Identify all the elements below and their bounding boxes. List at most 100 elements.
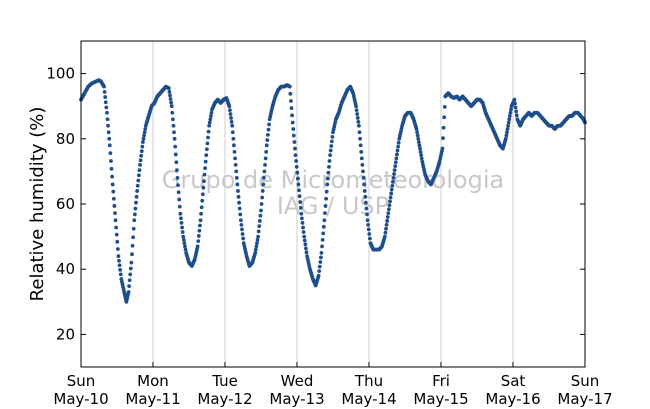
data-point [178,211,183,216]
x-tick-label-day: Sat [501,372,526,390]
data-point-interp [179,221,184,225]
data-point [264,143,269,148]
data-point-interp [383,230,388,235]
data-point-interp [200,198,205,203]
data-point-interp [230,130,235,135]
data-point-interp [103,95,108,99]
data-point [417,143,422,148]
data-point-interp [106,123,110,128]
data-point-interp [356,119,361,124]
data-point-interp [117,263,122,268]
x-tick-label-day: Sun [67,372,96,390]
data-point-interp [237,206,242,211]
data-point-interp [386,207,391,212]
data-point [116,254,121,259]
data-point-interp [363,200,368,205]
data-point-interp [232,143,236,148]
data-point-interp [203,166,208,171]
data-point-interp [118,272,123,277]
data-point-interp [131,235,136,240]
data-point-interp [136,173,141,178]
data-point-interp [327,159,332,163]
data-point [325,182,330,187]
data-point [287,84,292,89]
data-point-interp [143,127,148,131]
data-point-interp [238,212,243,217]
data-point-interp [174,160,179,165]
data-point-interp [386,211,391,216]
data-point [319,251,324,255]
data-point-interp [207,120,212,125]
data-point-interp [180,230,185,234]
data-point [506,120,511,125]
data-point-interp [167,89,172,94]
data-point-interp [206,129,211,134]
data-point [362,189,367,193]
data-point-interp [506,123,510,128]
data-point-interp [138,158,143,163]
data-point [132,218,137,223]
data-point-interp [130,243,135,248]
data-point-interp [364,206,369,211]
y-tick-label: 20 [56,325,75,343]
data-point-interp [396,140,401,145]
data-point [261,176,266,180]
data-point-interp [324,196,328,201]
data-point [175,176,180,180]
data-point-interp [130,252,134,257]
data-point-interp [415,130,419,135]
data-point-interp [253,247,258,252]
data-point-interp [171,123,176,128]
data-point-interp [415,133,420,138]
data-point-interp [392,168,397,173]
data-point [365,218,370,223]
data-point-interp [395,152,399,157]
data-point-interp [361,176,366,180]
data-point-interp [384,222,389,227]
data-point-interp [508,110,513,115]
data-point-interp [323,204,328,208]
data-point-interp [290,113,294,118]
data-point-interp [297,188,301,193]
data-point-interp [233,162,238,167]
data-point-interp [289,106,294,111]
data-point-interp [418,149,423,154]
data-point-interp [139,149,144,154]
data-point-interp [416,140,421,144]
data-point [236,189,240,193]
data-point [233,156,237,161]
x-tick-label-day: Fri [432,372,450,390]
data-point-interp [367,232,372,236]
data-point-interp [266,132,270,137]
data-point [302,234,307,239]
watermark-line-1: Grupo de Micrometeorologia [162,166,504,194]
data-point-interp [202,172,207,177]
data-point-interp [199,211,204,216]
data-point-interp [294,159,299,163]
data-point-interp [127,284,131,289]
data-point [391,176,396,180]
data-point-interp [109,166,114,171]
data-point-interp [168,93,172,98]
data-point-interp [300,221,305,225]
data-point [394,156,399,161]
data-point-interp [263,156,268,161]
data-point-interp [234,176,239,180]
data-point-interp [136,178,141,183]
data-point-interp [514,109,519,114]
data-point-interp [234,169,239,174]
x-axis-ticks: SunMay-10MonMay-11TueMay-12WedMay-13ThuM… [53,362,613,408]
data-point-interp [263,162,267,167]
data-point-interp [295,170,300,175]
data-point-interp [112,204,117,208]
data-point-interp [317,269,322,274]
x-tick-label-date: May-14 [341,390,396,408]
data-point-interp [505,127,510,131]
data-point [259,208,263,213]
data-point-interp [288,91,293,96]
data-point [195,244,200,249]
data-point-interp [232,149,237,154]
data-point-interp [323,211,327,216]
data-point-interp [140,144,145,149]
